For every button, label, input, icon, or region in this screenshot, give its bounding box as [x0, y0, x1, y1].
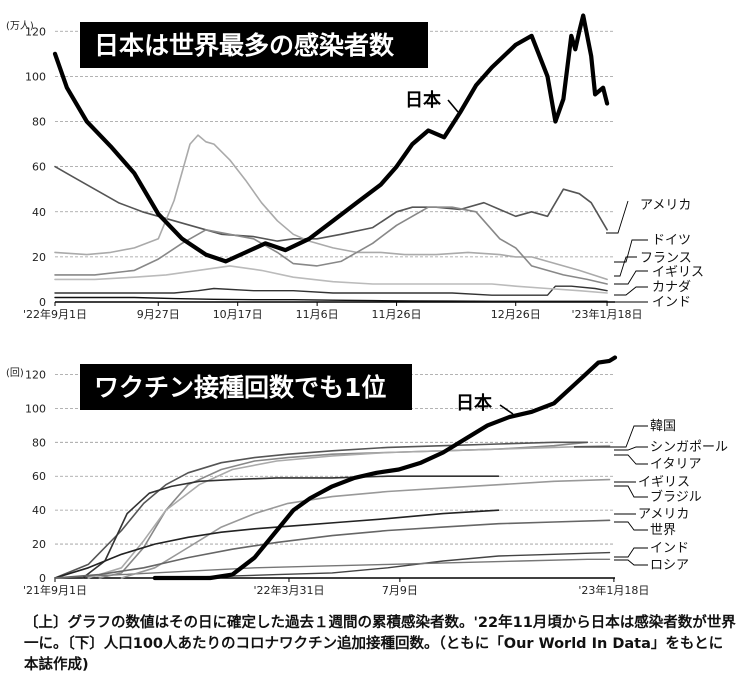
legend-leader	[499, 404, 514, 415]
series-label: イギリス	[638, 475, 690, 490]
series-line-series-1	[54, 165, 608, 242]
series-line-series-4	[81, 475, 500, 579]
x-tick-labels: '22年9月1日 9月27日 10月17日 11月6日 11月26日 12月26日 '23年…	[23, 302, 643, 320]
chart-title: 日本は世界最多の感染者数	[94, 31, 395, 60]
chart-title-box	[80, 364, 412, 410]
series-label: 日本	[456, 392, 492, 414]
series-line-series-2	[54, 134, 608, 281]
series-line-series-3	[87, 444, 611, 579]
infections-chart: 0 20 40 60 80 100 120 '22年9月1日 9月27日 10月17日 11月6日…	[6, 13, 704, 320]
y-tick-label: 20	[32, 538, 46, 551]
y-tick-label: 0	[39, 296, 46, 309]
x-tick-label: '23年1月18日	[578, 583, 649, 597]
series-line-series-6	[54, 296, 608, 302]
series-label: 日本	[405, 89, 441, 111]
legend-leaders	[499, 404, 648, 566]
legend-leaders	[447, 99, 648, 303]
legend-leader	[606, 200, 629, 234]
series-label: カナダ	[652, 280, 691, 295]
y-unit-label: (回)	[6, 367, 24, 379]
caption: 〔上〕グラフの数値はその日に確定した過去１週間の累積感染者数。'22年11月頃か…	[24, 615, 736, 673]
y-tick-label: 40	[32, 206, 46, 219]
series-line-series-6	[54, 509, 500, 579]
y-tick-label: 100	[25, 402, 46, 415]
x-tick-label: 10月17日	[213, 308, 263, 320]
y-tick-label: 60	[32, 161, 46, 174]
legend-leader	[574, 425, 648, 448]
y-tick-label: 80	[32, 436, 46, 449]
legend-leader	[614, 286, 648, 296]
series-label: シンガポール	[650, 440, 728, 455]
x-tick-label: 11月26日	[372, 308, 422, 320]
series-line-series-4	[54, 265, 608, 294]
x-tick-label: '23年1月18日	[572, 307, 643, 320]
series-line-japan	[152, 355, 618, 581]
series-label: ブラジル	[650, 489, 702, 505]
x-tick-label: 11月6日	[296, 308, 339, 320]
series-line-series-9	[54, 558, 611, 579]
series-label: 世界	[650, 523, 676, 538]
x-tick-label: 7月9日	[382, 584, 418, 597]
series-line-series-3	[54, 206, 608, 285]
legend-leader	[614, 256, 637, 277]
y-tick-label: 60	[32, 470, 46, 483]
y-tick-label: 100	[25, 70, 46, 83]
y-tick-label: 80	[32, 116, 46, 129]
chart-title-box	[80, 22, 428, 68]
y-tick-labels: 0 20 40 60 80 100 120	[25, 25, 46, 309]
x-tick-label: 9月27日	[137, 308, 180, 320]
series-label: アメリカ	[638, 507, 689, 522]
series-label: インド	[652, 295, 691, 310]
x-tick-label: '22年9月1日	[23, 307, 87, 320]
legend-leader	[614, 270, 648, 285]
legend-leader	[614, 239, 648, 263]
y-tick-label: 20	[32, 251, 46, 264]
vaccination-chart: 0 20 40 60 80 100 120 '21年9月1日 '22年3月31日 7月9日 '23…	[6, 355, 728, 597]
y-tick-label: 120	[25, 25, 46, 38]
series-line-series-5	[120, 478, 611, 579]
legend-leader	[614, 446, 648, 451]
legend-leader	[447, 99, 459, 113]
series-line-series-5	[54, 285, 608, 296]
legend-leader	[614, 559, 648, 566]
series-line-japan	[52, 13, 610, 264]
x-tick-label: '22年3月31日	[253, 583, 324, 597]
legend-leader	[614, 521, 648, 531]
y-tick-label: 40	[32, 504, 46, 517]
series-line-series-7	[54, 519, 611, 579]
series-label: ドイツ	[652, 233, 691, 248]
y-tick-label: 120	[25, 368, 46, 381]
legend-leader	[614, 547, 648, 558]
chart-title: ワクチン接種回数でも1位	[94, 373, 386, 402]
x-tick-label: 12月26日	[491, 308, 541, 320]
y-tick-labels: 0 20 40 60 80 100 120	[25, 368, 46, 585]
series-line-series-2	[54, 441, 589, 579]
legend-leader	[614, 454, 648, 465]
series-line-series-8	[154, 551, 611, 579]
x-tick-labels: '21年9月1日 '22年3月31日 7月9日 '23年1月18日	[23, 578, 649, 597]
series-label: ロシア	[650, 558, 689, 573]
legend-leader	[614, 485, 648, 498]
series-lines	[52, 13, 610, 302]
series-label: フランス	[640, 251, 692, 266]
series-label: イギリス	[652, 265, 704, 280]
series-lines	[54, 355, 618, 581]
y-unit-label: (万人)	[6, 20, 34, 32]
series-label: アメリカ	[640, 198, 691, 213]
x-tick-label: '21年9月1日	[23, 583, 87, 597]
series-label: インド	[650, 541, 689, 556]
series-label: 韓国	[650, 419, 676, 434]
y-tick-label: 0	[39, 572, 46, 585]
series-label: イタリア	[650, 457, 701, 472]
